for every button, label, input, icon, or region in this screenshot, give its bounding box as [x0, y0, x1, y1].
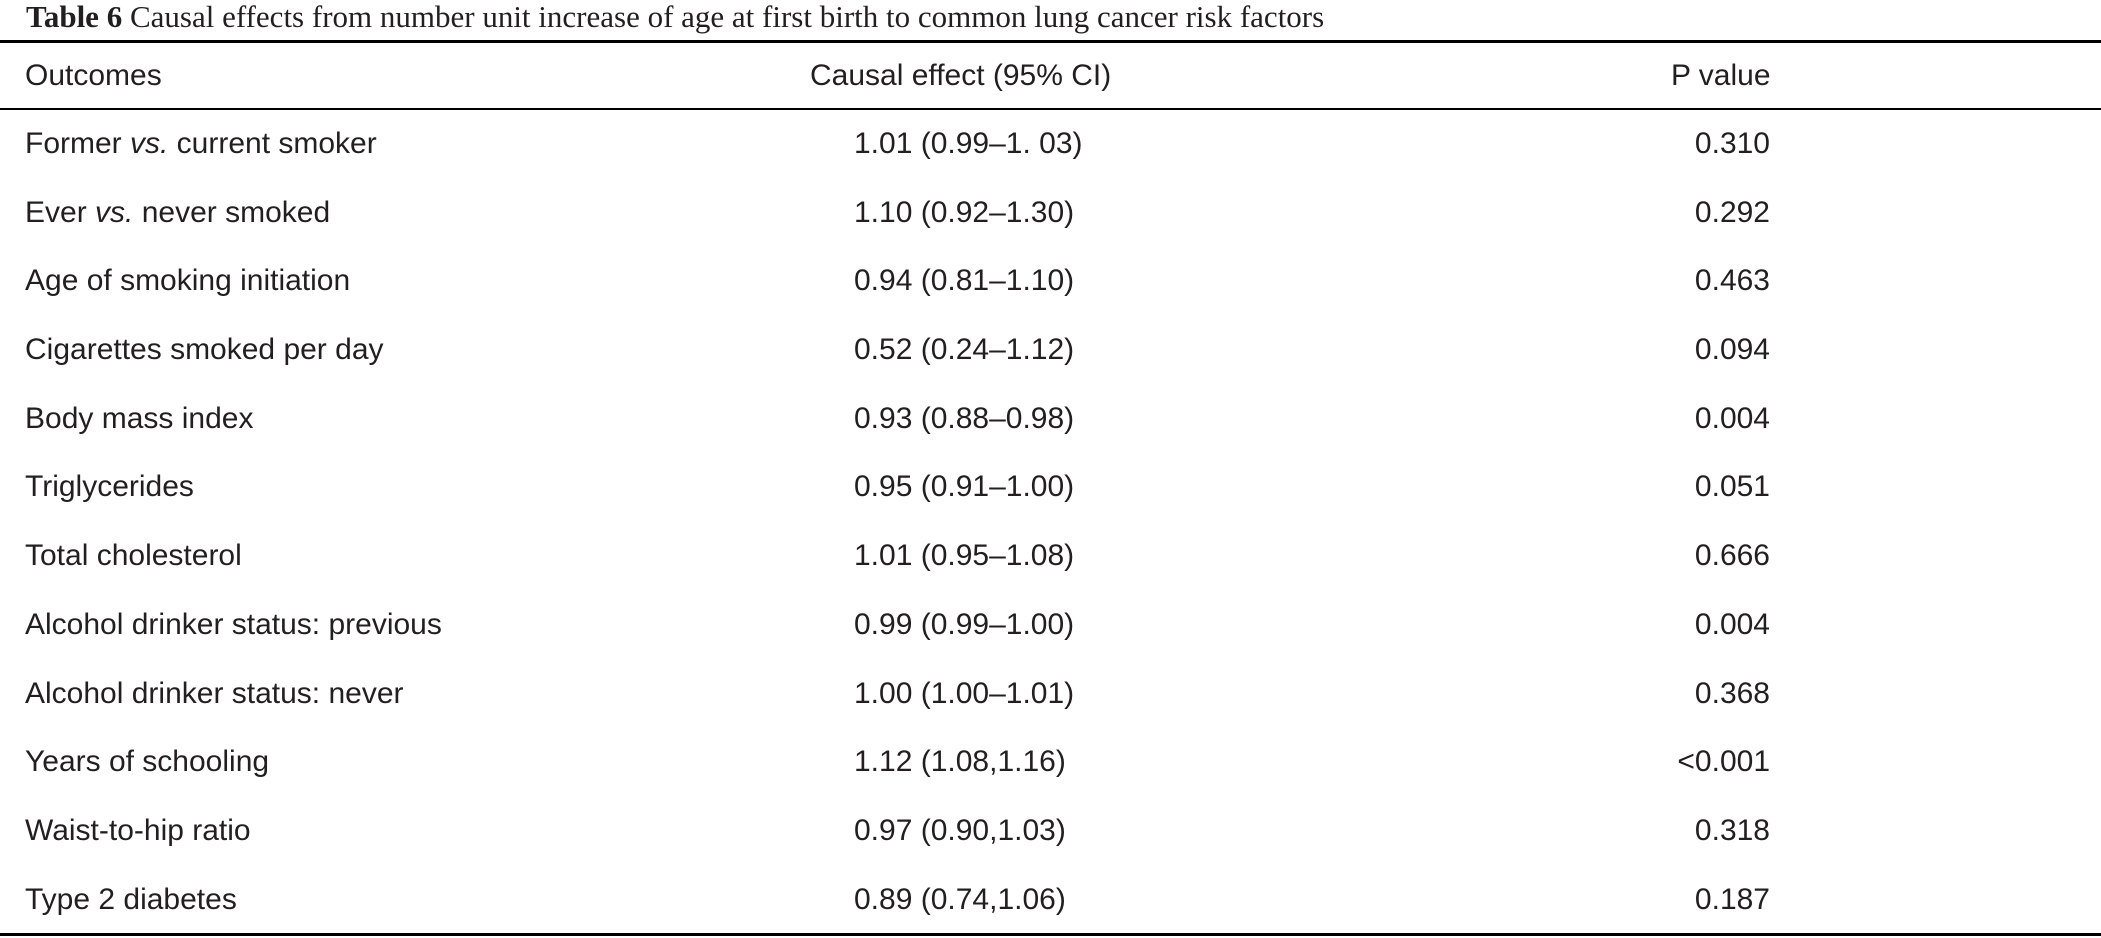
cell-causal-effect: 1.01 (0.95–1.08)	[854, 539, 1075, 573]
cell-causal-effect: 1.00 (1.00–1.01)	[854, 676, 1075, 710]
table-row: Alcohol drinker status: previous 0.99 (0…	[0, 591, 2101, 660]
table-top-rule	[0, 40, 2101, 43]
cell-causal-effect: 1.12 (1.08,1.16)	[854, 745, 1066, 779]
cell-causal-effect: 1.10 (0.92–1.30)	[854, 195, 1075, 229]
table-row: Triglycerides 0.95 (0.91–1.00) 0.051	[0, 453, 2101, 522]
cell-outcome: Ever vs. never smoked	[25, 179, 330, 248]
cell-outcome-text: never smoked	[133, 195, 331, 229]
cell-p-value: 0.051	[1694, 470, 1770, 504]
cell-outcome: Waist-to-hip ratio	[25, 813, 251, 847]
cell-p-value: <0.001	[1677, 745, 1770, 779]
cell-outcome: Type 2 diabetes	[25, 882, 237, 916]
cell-p-value: 0.004	[1694, 607, 1770, 641]
cell-p-value: 0.310	[1694, 127, 1770, 160]
table-row: Alcohol drinker status: never 1.00 (1.00…	[0, 660, 2101, 729]
cell-outcome: Cigarettes smoked per day	[25, 333, 384, 367]
cell-causal-effect: 0.94 (0.81–1.10)	[854, 264, 1075, 298]
cell-causal-effect: 0.97 (0.90,1.03)	[854, 813, 1066, 847]
table-caption-text: Causal effects from number unit increase…	[129, 0, 1325, 34]
cell-causal-effect: 1.01 (0.99–1. 03)	[854, 127, 1083, 160]
cell-outcome-text: current smoker	[168, 127, 377, 160]
cell-p-value: 0.666	[1694, 539, 1770, 573]
cell-causal-effect: 0.93 (0.88–0.98)	[854, 401, 1075, 435]
cell-outcome-italic: vs.	[95, 195, 134, 229]
cell-outcome-text: Ever	[25, 195, 96, 229]
cell-outcome-italic: vs.	[130, 127, 169, 160]
table-row: Type 2 diabetes 0.89 (0.74,1.06) 0.187	[0, 866, 2101, 935]
cell-outcome: Total cholesterol	[25, 539, 242, 573]
cell-causal-effect: 0.99 (0.99–1.00)	[854, 607, 1075, 641]
cell-outcome: Alcohol drinker status: previous	[25, 607, 442, 641]
cell-outcome: Age of smoking initiation	[25, 264, 351, 298]
cell-outcome: Body mass index	[25, 401, 254, 435]
cell-outcome: Triglycerides	[25, 470, 194, 504]
table-header-rule	[0, 108, 2101, 110]
table-row: Cigarettes smoked per day 0.52 (0.24–1.1…	[0, 316, 2101, 385]
table-row: Waist-to-hip ratio 0.97 (0.90,1.03) 0.31…	[0, 797, 2101, 866]
cell-outcome: Alcohol drinker status: never	[25, 676, 404, 710]
table-header-row: Outcomes Causal effect (95% CI) P value	[0, 43, 2101, 108]
cell-p-value: 0.004	[1694, 401, 1770, 435]
table-bottom-rule	[0, 933, 2101, 936]
header-outcomes: Outcomes	[25, 59, 162, 92]
cell-p-value: 0.368	[1694, 676, 1770, 710]
table-row: Years of schooling 1.12 (1.08,1.16) <0.0…	[0, 728, 2101, 797]
table-row: Body mass index 0.93 (0.88–0.98) 0.004	[0, 385, 2101, 454]
table-caption: Table 6 Causal effects from number unit …	[26, 0, 1324, 40]
cell-outcome-text: Former	[25, 127, 130, 160]
table-row: Ever vs. never smoked 1.10 (0.92–1.30) 0…	[0, 179, 2101, 248]
cell-p-value: 0.187	[1694, 882, 1770, 916]
cell-causal-effect: 0.89 (0.74,1.06)	[854, 882, 1066, 916]
cell-p-value: 0.094	[1694, 333, 1770, 367]
table-body: Former vs. current smoker 1.01 (0.99–1. …	[0, 110, 2101, 934]
table-row: Age of smoking initiation 0.94 (0.81–1.1…	[0, 247, 2101, 316]
header-p-value: P value	[1671, 59, 1771, 92]
cell-p-value: 0.463	[1694, 264, 1770, 298]
cell-p-value: 0.318	[1694, 813, 1770, 847]
header-causal-effect: Causal effect (95% CI)	[810, 59, 1112, 92]
table-row: Total cholesterol 1.01 (0.95–1.08) 0.666	[0, 522, 2101, 591]
cell-outcome: Former vs. current smoker	[25, 110, 377, 179]
cell-causal-effect: 0.95 (0.91–1.00)	[854, 470, 1075, 504]
cell-p-value: 0.292	[1694, 195, 1770, 229]
table-row: Former vs. current smoker 1.01 (0.99–1. …	[0, 110, 2101, 179]
cell-outcome: Years of schooling	[25, 745, 270, 779]
table-caption-label: Table 6	[26, 0, 123, 34]
cell-causal-effect: 0.52 (0.24–1.12)	[854, 333, 1075, 367]
